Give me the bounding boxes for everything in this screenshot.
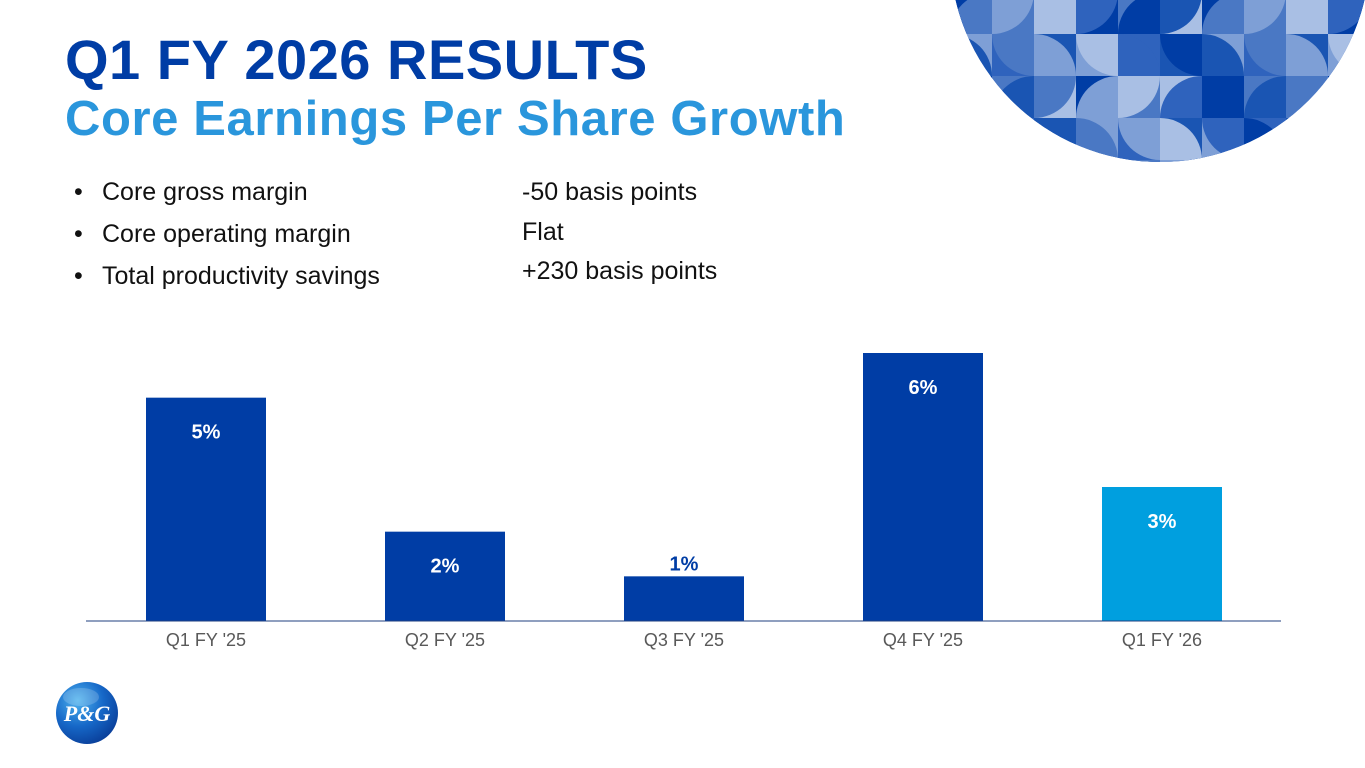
pattern-quarter-circle [1202, 34, 1244, 76]
pattern-quarter-circle [1034, 76, 1076, 118]
metric-values: -50 basis points Flat +230 basis points [522, 178, 717, 297]
metric-value: Flat [522, 217, 564, 246]
pattern-quarter-circle [1244, 0, 1286, 34]
metric-value: -50 basis points [522, 178, 698, 206]
bar-5 [1102, 487, 1222, 621]
data-label: 3% [1148, 511, 1177, 533]
page-title: Q1 FY 2026 RESULTS [65, 28, 648, 91]
bar-1 [146, 397, 266, 621]
metric-item: • Core operating margin [74, 220, 380, 262]
metric-label: Core operating margin [102, 220, 351, 248]
pattern-quarter-circle [1202, 76, 1244, 118]
pattern-quarter-circle [1076, 34, 1118, 76]
data-label: 2% [431, 556, 460, 578]
page-subtitle: Core Earnings Per Share Growth [65, 92, 846, 146]
logo-text: P&G [63, 701, 111, 726]
pattern-quarter-circle [992, 34, 1034, 76]
pattern-quarter-circle [1328, 0, 1365, 34]
pattern-quarter-circle [1160, 118, 1202, 160]
pattern-quarter-circle [1286, 76, 1328, 118]
pattern-quarter-circle [1244, 34, 1286, 76]
x-tick-label: Q1 FY '26 [1122, 630, 1202, 650]
bar-2 [385, 531, 505, 621]
pattern-quarter-circle [1286, 0, 1328, 34]
data-label: 1% [670, 553, 699, 575]
pg-logo-icon: P&G [56, 682, 118, 744]
pattern-quarter-circle [992, 0, 1034, 34]
pattern-quarter-circle [1160, 0, 1202, 34]
x-tick-label: Q1 FY '25 [166, 630, 246, 650]
bullet-icon: • [74, 220, 83, 248]
bullet-icon: • [74, 262, 83, 290]
data-label: 5% [192, 422, 221, 444]
metric-list: • Core gross margin • Core operating margi… [74, 178, 380, 304]
pattern-quarter-circle [1118, 0, 1160, 34]
pattern-quarter-circle [1118, 34, 1160, 76]
pattern-quarter-circle [1160, 34, 1202, 76]
pattern-quarter-circle [1034, 0, 1076, 34]
decorative-pattern-circle [950, 0, 1365, 162]
metric-label: Core gross margin [102, 178, 308, 206]
metric-label: Total productivity savings [102, 262, 380, 290]
metric-item: • Core gross margin [74, 178, 380, 220]
x-tick-label: Q4 FY '25 [883, 630, 963, 650]
pattern-quarter-circle [1244, 76, 1286, 118]
pattern-quarter-circle [1286, 34, 1328, 76]
metric-item: • Total productivity savings [74, 262, 380, 304]
pattern-quarter-circle [1034, 34, 1076, 76]
x-tick-label: Q3 FY '25 [644, 630, 724, 650]
pattern-quarter-circle [1160, 76, 1202, 118]
pattern-quarter-circle [1076, 76, 1118, 118]
x-tick-label: Q2 FY '25 [405, 630, 485, 650]
bar-3 [624, 576, 744, 621]
pattern-quarter-circle [1118, 118, 1160, 160]
bullet-icon: • [74, 178, 83, 206]
pattern-quarter-circle [1202, 0, 1244, 34]
pattern-quarter-circle [1076, 0, 1118, 34]
pattern-quarter-circle [1118, 76, 1160, 118]
metric-value: +230 basis points [522, 257, 718, 285]
bar-4 [863, 353, 983, 621]
data-label: 6% [909, 377, 938, 399]
